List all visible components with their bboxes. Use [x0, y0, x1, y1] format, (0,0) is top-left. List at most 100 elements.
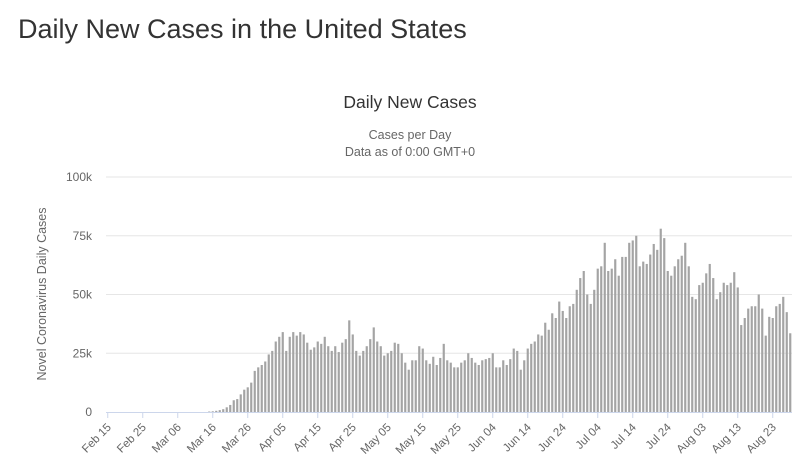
bar[interactable]	[617, 275, 620, 412]
bar[interactable]	[306, 342, 309, 412]
bar[interactable]	[701, 282, 704, 412]
bar[interactable]	[474, 362, 477, 412]
bar[interactable]	[719, 292, 722, 412]
bar[interactable]	[264, 361, 267, 412]
bar[interactable]	[372, 327, 375, 412]
bar[interactable]	[351, 334, 354, 412]
bar[interactable]	[677, 259, 680, 412]
bar[interactable]	[390, 350, 393, 412]
bar[interactable]	[229, 404, 232, 412]
bar[interactable]	[575, 289, 578, 412]
bar[interactable]	[782, 296, 785, 412]
bar[interactable]	[281, 332, 284, 412]
bar[interactable]	[722, 282, 725, 412]
bar[interactable]	[750, 306, 753, 412]
bar[interactable]	[257, 367, 260, 412]
bar[interactable]	[726, 285, 729, 412]
bar[interactable]	[596, 268, 599, 412]
bar[interactable]	[341, 342, 344, 412]
bar[interactable]	[453, 367, 456, 412]
bar[interactable]	[225, 407, 228, 412]
bar[interactable]	[638, 266, 641, 412]
bar[interactable]	[624, 256, 627, 412]
bar[interactable]	[579, 278, 582, 412]
bar[interactable]	[509, 359, 512, 413]
bar[interactable]	[642, 261, 645, 412]
bar[interactable]	[302, 334, 305, 412]
bar[interactable]	[558, 301, 561, 412]
bar[interactable]	[561, 310, 564, 412]
bar[interactable]	[376, 341, 379, 413]
bar[interactable]	[323, 336, 326, 412]
bar[interactable]	[705, 273, 708, 412]
bar[interactable]	[621, 256, 624, 412]
bar[interactable]	[603, 242, 606, 412]
bar[interactable]	[565, 318, 568, 412]
bar[interactable]	[502, 360, 505, 412]
bar[interactable]	[687, 266, 690, 412]
bar[interactable]	[631, 240, 634, 412]
bar[interactable]	[477, 365, 480, 412]
bar[interactable]	[635, 235, 638, 412]
bar[interactable]	[684, 242, 687, 412]
bar[interactable]	[393, 342, 396, 412]
bar[interactable]	[411, 360, 414, 412]
bar[interactable]	[467, 353, 470, 412]
bar[interactable]	[348, 320, 351, 412]
bar[interactable]	[456, 367, 459, 412]
bar[interactable]	[733, 272, 736, 412]
bar[interactable]	[435, 365, 438, 412]
bar[interactable]	[488, 357, 491, 412]
bar[interactable]	[547, 329, 550, 412]
bar[interactable]	[526, 348, 529, 412]
bar[interactable]	[337, 352, 340, 412]
bar[interactable]	[330, 350, 333, 412]
bar[interactable]	[757, 294, 760, 413]
bar[interactable]	[379, 346, 382, 412]
bar[interactable]	[414, 360, 417, 412]
bar[interactable]	[288, 336, 291, 412]
bar[interactable]	[586, 294, 589, 413]
bar[interactable]	[764, 335, 767, 413]
bar[interactable]	[649, 254, 652, 412]
bar[interactable]	[260, 365, 263, 412]
bar[interactable]	[250, 382, 253, 413]
bar[interactable]	[670, 275, 673, 412]
bar[interactable]	[491, 353, 494, 412]
bar[interactable]	[407, 369, 410, 412]
bar[interactable]	[218, 410, 221, 412]
bar[interactable]	[495, 367, 498, 412]
bar[interactable]	[397, 343, 400, 412]
bar[interactable]	[537, 334, 540, 412]
bar[interactable]	[645, 263, 648, 412]
bar[interactable]	[600, 266, 603, 412]
bar[interactable]	[540, 335, 543, 413]
bar[interactable]	[512, 348, 515, 412]
bar[interactable]	[369, 339, 372, 412]
bar[interactable]	[523, 360, 526, 412]
bar[interactable]	[243, 389, 246, 412]
bar[interactable]	[299, 332, 302, 412]
bar[interactable]	[313, 347, 316, 413]
bar[interactable]	[652, 243, 655, 412]
bar[interactable]	[232, 400, 235, 412]
bar[interactable]	[754, 306, 757, 412]
bar[interactable]	[656, 249, 659, 412]
bar[interactable]	[334, 346, 337, 412]
bar[interactable]	[278, 336, 281, 412]
bar[interactable]	[400, 353, 403, 412]
bar[interactable]	[715, 299, 718, 412]
bar[interactable]	[463, 360, 466, 412]
bar[interactable]	[589, 303, 592, 412]
bar[interactable]	[729, 282, 732, 412]
bar[interactable]	[267, 354, 270, 412]
bar[interactable]	[505, 365, 508, 412]
bar[interactable]	[666, 271, 669, 412]
bar[interactable]	[285, 350, 288, 412]
bar[interactable]	[593, 289, 596, 412]
bar[interactable]	[778, 303, 781, 412]
bar[interactable]	[404, 362, 407, 412]
bar[interactable]	[425, 360, 428, 412]
bar[interactable]	[383, 355, 386, 412]
bar[interactable]	[236, 399, 239, 412]
